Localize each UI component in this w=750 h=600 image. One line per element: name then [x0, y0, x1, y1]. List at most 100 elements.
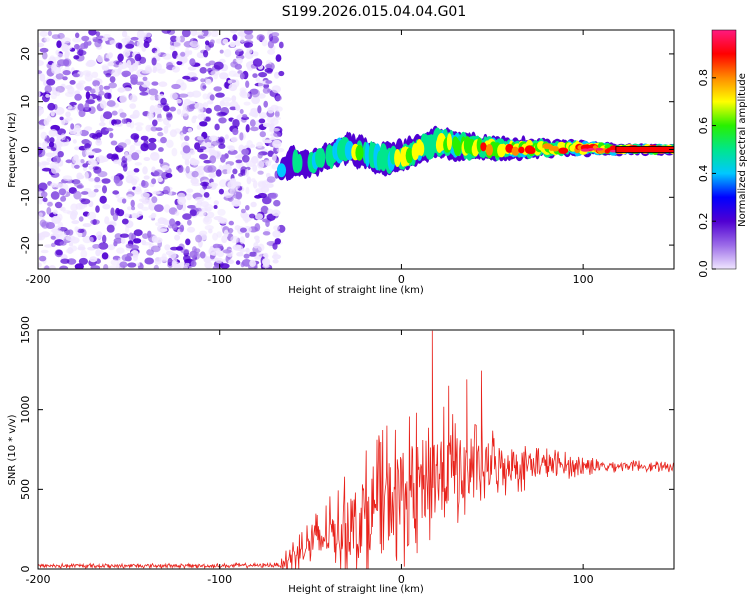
noise-blob: [184, 50, 190, 57]
noise-blob: [38, 212, 43, 218]
noise-blob: [267, 150, 275, 157]
noise-blob: [81, 35, 90, 42]
noise-blob: [88, 151, 96, 156]
noise-blob: [232, 119, 240, 128]
noise-blob: [190, 177, 199, 185]
noise-blob: [126, 194, 133, 199]
noise-blob: [74, 43, 80, 50]
noise-blob: [95, 139, 103, 146]
noise-blob: [94, 40, 102, 48]
noise-blob: [161, 171, 170, 180]
noise-blob: [219, 100, 225, 107]
noise-blob: [73, 190, 82, 200]
noise-blob: [69, 101, 77, 106]
signal-blob: [453, 139, 462, 156]
noise-blob: [77, 228, 85, 233]
noise-blob: [199, 146, 207, 151]
noise-blob: [75, 32, 80, 39]
noise-blob: [52, 155, 61, 164]
noise-blob: [181, 30, 191, 38]
noise-blob: [134, 122, 144, 127]
x-tick-label: 0: [398, 273, 405, 286]
noise-blob: [250, 126, 259, 132]
noise-blob: [166, 113, 173, 121]
noise-blob: [183, 258, 192, 264]
noise-blob: [131, 212, 137, 219]
noise-blob: [273, 199, 281, 207]
noise-blob: [134, 162, 142, 166]
noise-blob: [165, 250, 174, 256]
signal-band-core: [615, 146, 674, 153]
noise-blob: [185, 238, 191, 246]
noise-blob: [125, 175, 134, 184]
noise-blob: [262, 139, 273, 144]
noise-blob: [203, 50, 209, 58]
noise-blob: [96, 95, 101, 101]
noise-blob: [210, 182, 215, 186]
noise-blob: [182, 213, 192, 220]
noise-blob: [202, 93, 209, 100]
noise-blob: [67, 229, 74, 236]
noise-blob: [94, 85, 100, 93]
noise-blob: [163, 186, 171, 195]
noise-blob: [75, 83, 82, 89]
noise-blob: [64, 50, 70, 57]
noise-blob: [130, 36, 139, 41]
noise-blob: [96, 55, 104, 63]
noise-blob: [113, 241, 118, 247]
noise-blob: [263, 83, 270, 89]
noise-blob: [108, 82, 117, 89]
noise-blob: [151, 81, 159, 86]
noise-blob: [232, 168, 238, 175]
noise-blob: [136, 40, 144, 48]
figure-title: S199.2026.015.04.04.G01: [282, 4, 467, 20]
noise-blob: [239, 132, 244, 141]
noise-blob: [243, 42, 254, 48]
noise-blob: [61, 43, 69, 52]
noise-blob: [174, 128, 181, 134]
noise-blob: [245, 186, 250, 195]
noise-blob: [141, 206, 150, 211]
noise-blob: [40, 191, 48, 198]
noise-blob: [205, 107, 212, 114]
noise-blob: [39, 73, 46, 82]
noise-blob: [42, 141, 49, 149]
noise-blob: [184, 135, 190, 142]
noise-blob: [69, 80, 76, 85]
snr-x-ticks: -200 -100 0 100: [26, 330, 594, 586]
noise-blob: [251, 96, 260, 105]
noise-blob: [179, 224, 185, 233]
noise-blob: [205, 141, 212, 148]
noise-blob: [259, 131, 266, 138]
noise-blob: [219, 217, 228, 225]
noise-blob: [103, 264, 109, 269]
noise-blob: [65, 159, 73, 164]
noise-blob: [125, 243, 134, 249]
noise-blob: [264, 68, 274, 73]
noise-blob: [234, 40, 241, 47]
noise-blob: [94, 176, 101, 183]
noise-blob: [102, 34, 111, 39]
noise-blob: [238, 172, 244, 177]
y-tick-label: 1000: [19, 396, 32, 424]
noise-blob: [273, 251, 278, 257]
noise-blob: [73, 55, 80, 60]
noise-blob: [213, 104, 222, 112]
noise-blob: [235, 191, 243, 200]
noise-blob: [186, 226, 196, 233]
noise-blob: [249, 213, 256, 219]
noise-blob: [98, 242, 109, 250]
noise-blob: [154, 204, 164, 213]
noise-blob: [128, 232, 134, 241]
noise-blob: [186, 188, 194, 193]
noise-blob: [150, 152, 160, 161]
noise-blob: [92, 244, 101, 249]
noise-blob: [210, 30, 219, 37]
noise-blob: [95, 129, 103, 139]
noise-blob: [113, 119, 122, 125]
spectrogram-x-ticks: -200 -100 0 100: [26, 30, 594, 286]
noise-blob: [149, 95, 156, 101]
noise-blob: [78, 244, 85, 250]
noise-blob: [46, 157, 53, 162]
